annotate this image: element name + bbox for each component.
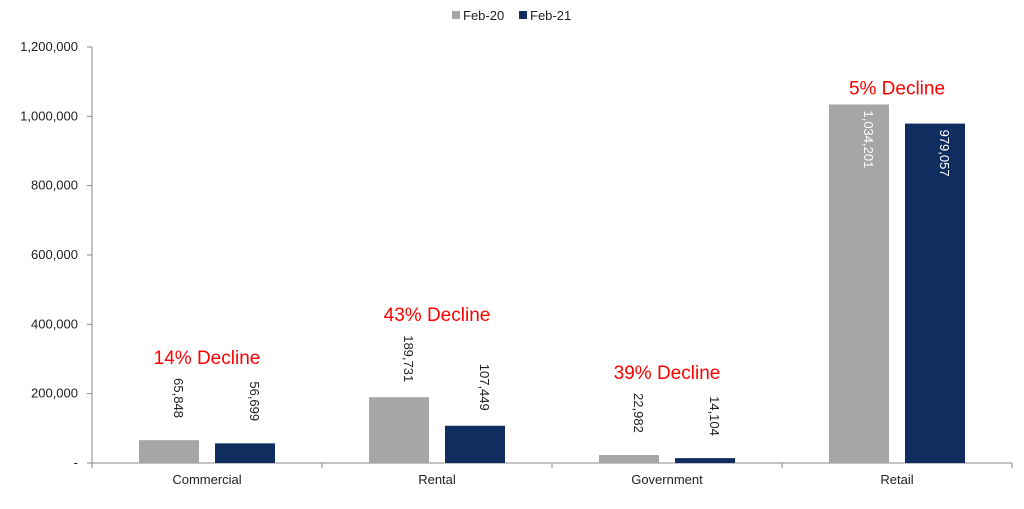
- y-tick-label: 800,000: [31, 178, 78, 193]
- data-label: 107,449: [477, 364, 492, 411]
- data-label: 22,982: [631, 393, 646, 433]
- decline-annotation: 39% Decline: [614, 363, 721, 384]
- data-label: 14,104: [707, 396, 722, 436]
- decline-annotation: 43% Decline: [384, 305, 491, 326]
- category-label: Retail: [880, 472, 913, 487]
- bar-feb-21: [215, 443, 275, 463]
- category-label: Rental: [418, 472, 456, 487]
- decline-annotation: 14% Decline: [154, 348, 261, 369]
- y-tick-label: 1,000,000: [20, 108, 78, 123]
- y-tick-label: -: [74, 455, 78, 470]
- legend-swatch-feb-21: [519, 11, 527, 19]
- bar-feb-20: [369, 397, 429, 463]
- data-label: 1,034,201: [861, 110, 876, 168]
- bar-feb-20: [139, 440, 199, 463]
- bar-feb-20: [829, 104, 889, 463]
- data-label: 65,848: [171, 378, 186, 418]
- decline-annotation: 5% Decline: [849, 78, 945, 99]
- legend-label: Feb-20: [463, 8, 504, 23]
- legend-label: Feb-21: [530, 8, 571, 23]
- y-tick-label: 200,000: [31, 386, 78, 401]
- y-tick-label: 1,200,000: [20, 39, 78, 54]
- category-label: Commercial: [172, 472, 241, 487]
- data-label: 979,057: [937, 130, 952, 177]
- bar-feb-21: [905, 123, 965, 464]
- bar-feb-21: [675, 458, 735, 463]
- data-label: 56,699: [247, 381, 262, 421]
- data-label: 189,731: [401, 335, 416, 382]
- y-tick-label: 600,000: [31, 247, 78, 262]
- bar-feb-20: [599, 455, 659, 463]
- category-label: Government: [631, 472, 703, 487]
- legend-swatch-feb-20: [452, 11, 460, 19]
- bar-feb-21: [445, 425, 505, 463]
- y-tick-label: 400,000: [31, 316, 78, 331]
